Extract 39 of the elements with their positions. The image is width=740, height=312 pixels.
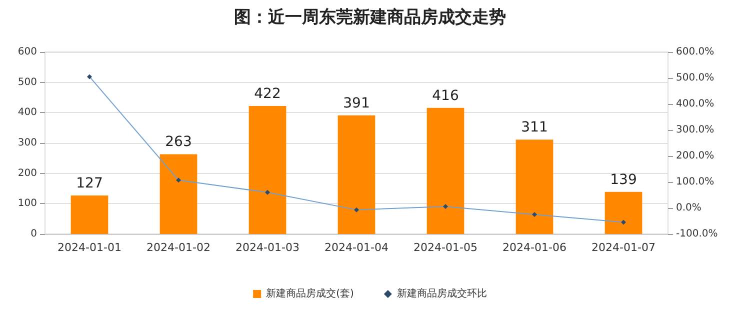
data-label: 391 bbox=[343, 95, 370, 112]
x-tick-label: 2024-01-05 bbox=[414, 241, 478, 254]
y2-tick-label: 100.0% bbox=[676, 176, 714, 188]
bar bbox=[248, 106, 286, 234]
legend-label: 新建商品房成交环比 bbox=[396, 288, 487, 300]
data-label: 416 bbox=[432, 88, 459, 104]
y2-tick-label: -100.0% bbox=[676, 228, 718, 240]
chart-title: 图：近一周东莞新建商品房成交走势 bbox=[234, 8, 506, 28]
x-tick-label: 2024-01-01 bbox=[58, 241, 122, 254]
legend-label: 新建商品房成交(套) bbox=[266, 288, 354, 300]
x-tick-label: 2024-01-07 bbox=[592, 241, 656, 254]
y2-tick-label: 400.0% bbox=[676, 98, 714, 110]
data-label: 127 bbox=[76, 175, 103, 192]
bar bbox=[160, 154, 198, 234]
x-tick-label: 2024-01-02 bbox=[146, 241, 210, 254]
y2-tick-label: 500.0% bbox=[676, 72, 714, 84]
y2-tick-label: 600.0% bbox=[676, 46, 714, 58]
y-tick-label: 300 bbox=[18, 138, 37, 148]
y-tick-label: 0 bbox=[30, 228, 37, 240]
bar bbox=[70, 195, 108, 234]
bar bbox=[426, 108, 464, 234]
bar bbox=[338, 115, 376, 234]
y-tick-label: 600 bbox=[18, 46, 37, 58]
bar bbox=[516, 140, 554, 234]
x-tick-label: 2024-01-03 bbox=[236, 241, 300, 254]
y2-tick-label: 200.0% bbox=[676, 150, 714, 162]
x-tick-label: 2024-01-06 bbox=[502, 241, 566, 254]
bar bbox=[604, 192, 642, 234]
data-label: 422 bbox=[254, 86, 281, 102]
y-tick-label: 400 bbox=[18, 107, 37, 118]
y-tick-label: 200 bbox=[18, 168, 37, 179]
x-tick-label: 2024-01-04 bbox=[324, 241, 388, 254]
y-tick-label: 500 bbox=[18, 76, 37, 88]
data-label: 139 bbox=[610, 172, 637, 188]
y2-tick-label: 0.0% bbox=[676, 202, 702, 214]
y2-tick-label: 300.0% bbox=[676, 124, 714, 136]
data-label: 311 bbox=[521, 120, 548, 136]
data-label: 263 bbox=[165, 134, 192, 150]
y-tick-label: 100 bbox=[18, 198, 37, 210]
